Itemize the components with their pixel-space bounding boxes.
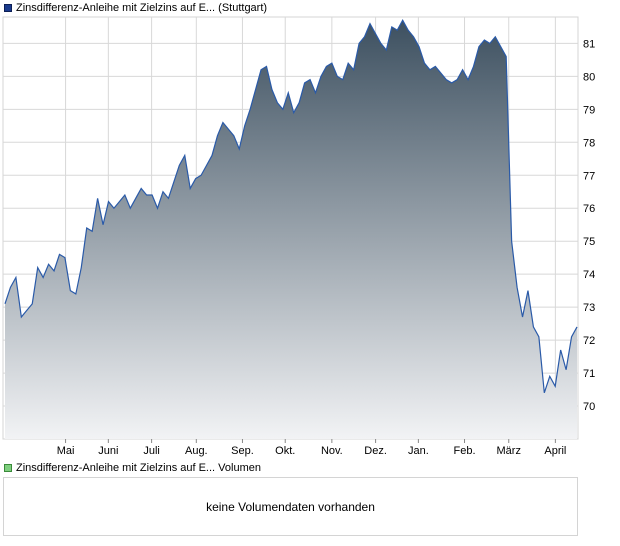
x-tick-label: Mai: [57, 445, 75, 457]
y-tick-label: 75: [583, 236, 595, 248]
price-area: [5, 20, 577, 440]
y-tick-label: 71: [583, 368, 595, 380]
y-tick-label: 79: [583, 104, 595, 116]
x-tick-label: Feb.: [454, 445, 476, 457]
x-tick-label: Juli: [143, 445, 160, 457]
price-chart: 70 71 72 73 74 75 76 77 78 79 80 81 Mai Juni Juli Aug.…: [2, 16, 595, 457]
x-tick-label: Aug.: [185, 445, 208, 457]
price-legend-label: Zinsdifferenz-Anleihe mit Zielzins auf E…: [16, 2, 268, 14]
x-tick-label: Juni: [98, 445, 118, 457]
y-tick-label: 70: [583, 401, 595, 413]
volume-panel: keine Volumendaten vorhanden: [3, 477, 578, 536]
x-axis-ticks: Mai Juni Juli Aug. Sep. Okt. Nov. Dez. Jan. Feb. M…: [57, 439, 566, 457]
x-tick-label: März: [497, 445, 521, 457]
volume-series-swatch: [4, 464, 12, 472]
y-tick-label: 73: [583, 302, 595, 314]
x-tick-label: Sep.: [231, 445, 254, 457]
x-tick-label: April: [544, 445, 566, 457]
y-tick-label: 77: [583, 170, 595, 182]
price-legend: Zinsdifferenz-Anleihe mit Zielzins auf E…: [4, 1, 267, 15]
volume-legend: Zinsdifferenz-Anleihe mit Zielzins auf E…: [4, 461, 261, 475]
price-line: [4, 19, 578, 394]
y-axis-ticks: 70 71 72 73 74 75 76 77 78 79 80 81: [583, 38, 595, 413]
volume-legend-label: Zinsdifferenz-Anleihe mit Zielzins auf E…: [16, 462, 261, 474]
price-series-swatch: [4, 4, 12, 12]
x-tick-label: Nov.: [321, 445, 343, 457]
x-tick-label: Dez.: [364, 445, 387, 457]
y-tick-label: 81: [583, 38, 595, 50]
x-tick-label: Okt.: [275, 445, 295, 457]
y-tick-label: 80: [583, 71, 595, 83]
x-tick-label: Jan.: [408, 445, 429, 457]
y-tick-label: 74: [583, 269, 595, 281]
y-tick-label: 78: [583, 137, 595, 149]
volume-empty-message: keine Volumendaten vorhanden: [206, 499, 375, 514]
y-tick-label: 76: [583, 203, 595, 215]
y-tick-label: 72: [583, 335, 595, 347]
